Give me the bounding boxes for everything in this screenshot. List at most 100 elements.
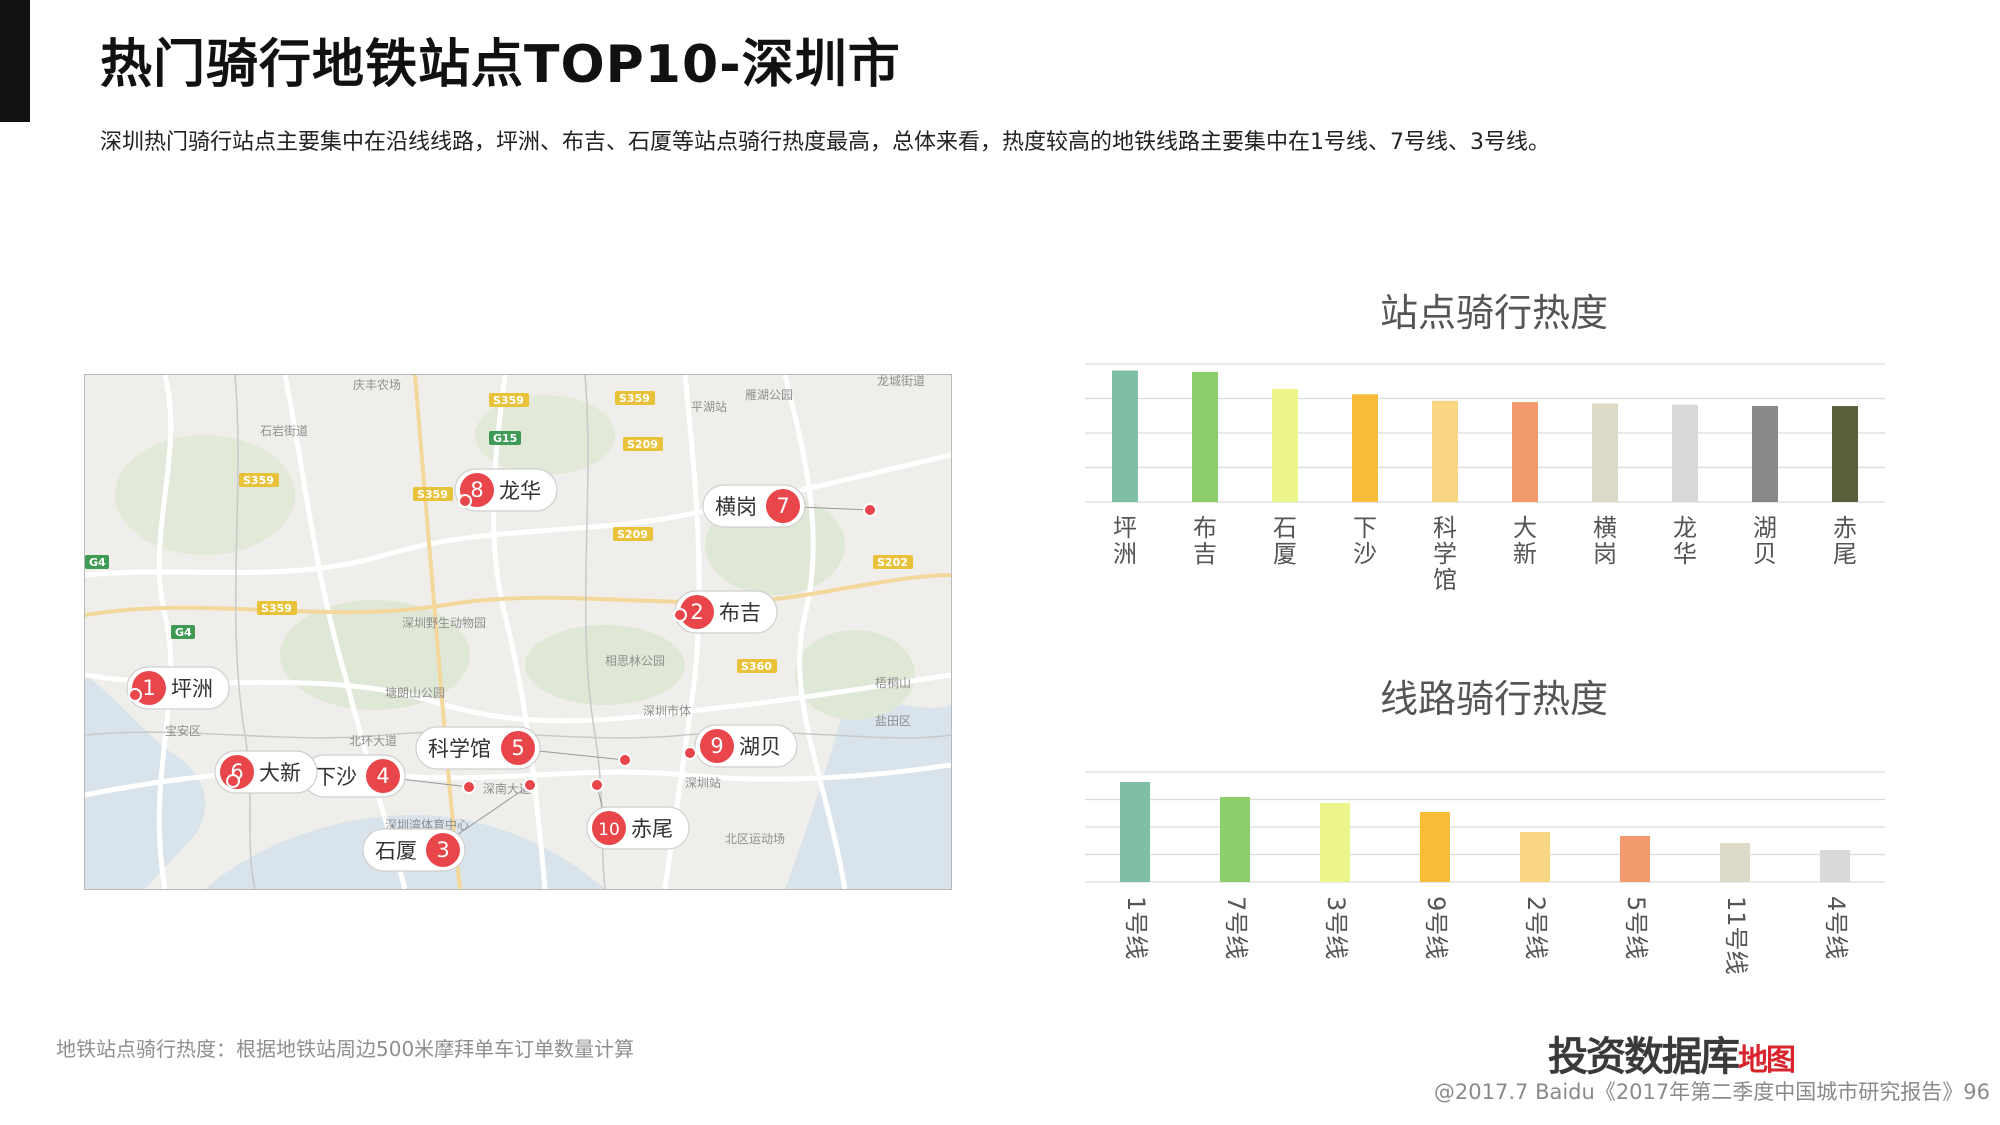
station-name: 布吉 <box>719 601 761 625</box>
station-dot <box>458 494 472 508</box>
station-marker-6[interactable]: 6 大新 <box>214 750 318 794</box>
road-badge: S359 <box>239 473 279 487</box>
road-badge-label: S359 <box>243 474 274 487</box>
x-tick-label: 11号线 <box>1722 896 1750 975</box>
map-place-label: 庆丰农场 <box>353 378 401 392</box>
road-badge-label: S209 <box>617 528 648 541</box>
station-marker-1[interactable]: 1 坪洲 <box>126 666 230 710</box>
road-badge-label: S359 <box>417 488 448 501</box>
x-tick-label: 湖贝 <box>1753 514 1777 568</box>
map-place-label: 深圳站 <box>685 776 721 790</box>
station-name: 大新 <box>259 761 301 785</box>
road-badge: S209 <box>623 437 663 451</box>
road-badge: S359 <box>257 601 297 615</box>
x-tick-label: 4号线 <box>1822 896 1850 959</box>
map-place-label: 深圳湾体育中心 <box>385 817 469 832</box>
bar-横岗 <box>1592 403 1618 502</box>
bar-11号线 <box>1720 843 1750 882</box>
map-place-label: 龙城街道 <box>877 375 925 388</box>
station-name: 科学馆 <box>428 737 491 761</box>
bar-3号线 <box>1320 803 1350 882</box>
x-tick-label: 科学馆 <box>1433 514 1457 594</box>
road-badge-label: S359 <box>493 394 524 407</box>
road-badge: S359 <box>489 393 529 407</box>
station-rank: 4 <box>376 764 389 788</box>
station-dot <box>523 778 537 792</box>
station-rank: 5 <box>511 736 524 760</box>
station-name: 石厦 <box>375 839 417 863</box>
bar-科学馆 <box>1432 400 1458 502</box>
station-dot <box>673 608 687 622</box>
bar-下沙 <box>1352 394 1378 502</box>
bar-赤尾 <box>1832 406 1858 502</box>
watermark-text: 投资数据库 <box>1548 1034 1740 1080</box>
station-dot <box>863 503 877 517</box>
road-badge-label: G15 <box>493 432 517 445</box>
x-tick-label: 龙华 <box>1673 514 1697 568</box>
x-tick-label: 横岗 <box>1593 514 1617 568</box>
bar-湖贝 <box>1752 406 1778 502</box>
station-rank: 8 <box>470 478 483 502</box>
road-badge: S209 <box>613 527 653 541</box>
footnote: 地铁站点骑行热度：根据地铁站周边500米摩拜单车订单数量计算 <box>56 1037 635 1061</box>
station-rank: 10 <box>598 820 620 840</box>
bar-龙华 <box>1672 404 1698 502</box>
station-marker-7[interactable]: 7 横岗 <box>702 484 877 528</box>
station-marker-4[interactable]: 4 下沙 <box>302 754 476 798</box>
station-dot <box>683 746 697 760</box>
x-tick-label: 5号线 <box>1622 896 1650 959</box>
bar-布吉 <box>1192 371 1218 502</box>
map-place-label: 深圳野生动物园 <box>402 616 486 630</box>
bar-石厦 <box>1272 388 1298 502</box>
station-chart-title: 站点骑行热度 <box>1380 291 1609 335</box>
bar-大新 <box>1512 402 1538 502</box>
station-marker-8[interactable]: 8 龙华 <box>454 468 558 512</box>
road-badge-label: G4 <box>89 556 106 569</box>
station-name: 赤尾 <box>631 817 673 841</box>
station-name: 下沙 <box>315 765 357 789</box>
x-tick-label: 1号线 <box>1122 896 1150 959</box>
station-dot <box>590 778 604 792</box>
map-place-label: 宝安区 <box>165 723 201 738</box>
bar-9号线 <box>1420 812 1450 882</box>
page-title: 热门骑行地铁站点TOP10-深圳市 <box>100 35 901 95</box>
map-place-label: 雁湖公园 <box>745 387 793 402</box>
station-name: 横岗 <box>715 495 757 519</box>
road-badge-label: S359 <box>261 602 292 615</box>
bar-7号线 <box>1220 797 1250 882</box>
road-badge: S359 <box>615 391 655 405</box>
station-rank: 3 <box>436 838 449 862</box>
x-tick-label: 9号线 <box>1422 896 1450 959</box>
road-badge: G15 <box>489 431 521 445</box>
station-marker-3[interactable]: 3 石厦 <box>362 778 537 872</box>
x-tick-label: 3号线 <box>1322 896 1350 959</box>
map-place-label: 深圳市体 <box>643 703 691 718</box>
station-marker-5[interactable]: 5 科学馆 <box>415 726 632 770</box>
x-tick-label: 赤尾 <box>1833 514 1857 568</box>
road-badge-label: S360 <box>741 660 772 673</box>
x-tick-label: 大新 <box>1513 514 1537 568</box>
bar-坪洲 <box>1112 370 1138 502</box>
watermark-red-text: 地图 <box>1738 1043 1796 1078</box>
road-badge-label: S202 <box>877 556 908 569</box>
station-dot <box>462 780 476 794</box>
station-heat-chart: 坪洲 布吉 石厦 下沙 科学馆 大新 横岗 龙华 湖贝 赤尾 <box>1085 363 1885 594</box>
map-place-label: 北环大道 <box>349 734 397 748</box>
map-place-label: 塘朗山公园 <box>385 685 445 700</box>
bar-1号线 <box>1120 782 1150 882</box>
station-dot <box>618 753 632 767</box>
road-badge: G4 <box>171 625 195 639</box>
station-rank: 7 <box>776 494 789 518</box>
road-badge: S202 <box>873 555 913 569</box>
x-tick-label: 2号线 <box>1522 896 1550 959</box>
bar-4号线 <box>1820 850 1850 882</box>
station-dot <box>226 774 240 788</box>
road-badge-label: G4 <box>175 626 192 639</box>
station-marker-10[interactable]: 10 赤尾 <box>586 778 690 850</box>
station-marker-2[interactable]: 2 布吉 <box>673 590 778 634</box>
map-place-label: 梧桐山 <box>875 675 911 690</box>
station-rank: 2 <box>690 600 703 624</box>
x-tick-label: 布吉 <box>1193 514 1217 568</box>
station-marker-9[interactable]: 9 湖贝 <box>683 724 798 768</box>
map-place-label: 北区运动场 <box>725 832 785 846</box>
